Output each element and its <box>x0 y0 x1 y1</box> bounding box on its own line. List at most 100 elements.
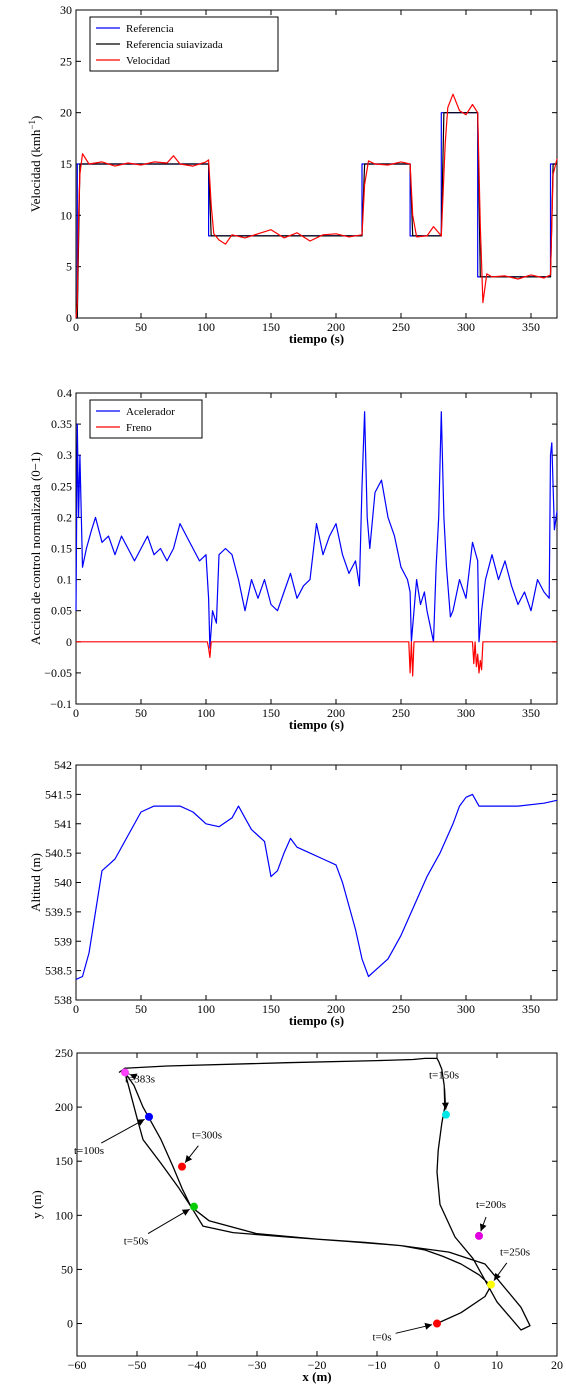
x-tick-label: 0 <box>73 320 79 334</box>
x-tick-label: 0 <box>434 1358 440 1372</box>
x-tick-label: −40 <box>188 1358 207 1372</box>
x-tick-label: 350 <box>522 706 540 720</box>
annotation-arrowhead <box>493 1272 501 1281</box>
control-action-plot: 0 50 100 150 200 250 300 350 −0.1 −0.05 0 0.05 0.1 0.… <box>28 386 558 732</box>
time-marker-label: t=100s <box>74 1145 104 1157</box>
time-marker-label: t=150s <box>429 1070 459 1082</box>
time-marker-label: t=300s <box>192 1130 222 1142</box>
y-tick-label: 540.5 <box>45 846 72 860</box>
time-marker <box>190 1202 198 1211</box>
annotation-arrow <box>101 1118 145 1144</box>
series-line <box>75 793 558 980</box>
x-tick-label: 300 <box>457 1002 475 1016</box>
x-tick-label: 0 <box>73 706 79 720</box>
time-marker-label: t=250s <box>500 1247 530 1259</box>
y-tick-label: 15 <box>60 157 72 171</box>
time-marker <box>178 1162 186 1171</box>
annotation-arrowhead <box>136 1119 145 1126</box>
y-tick-label: 538.5 <box>45 964 72 978</box>
x-tick-label: 100 <box>197 706 215 720</box>
x-tick-label: −50 <box>128 1358 147 1372</box>
x-tick-label: 20 <box>551 1358 563 1372</box>
x-axis-label: tiempo (s) <box>289 331 344 346</box>
x-axis-label: tiempo (s) <box>289 1013 344 1028</box>
legend-box <box>89 16 279 72</box>
x-tick-label: 200 <box>327 1002 345 1016</box>
annotation-arrowhead <box>185 1155 193 1163</box>
y-tick-label: 200 <box>55 1100 73 1114</box>
y-axis-label-superscript: −1 <box>27 120 37 130</box>
x-tick-label: 150 <box>262 1002 280 1016</box>
x-tick-label: 150 <box>262 706 280 720</box>
y-tick-label: 0.15 <box>51 542 72 556</box>
x-tick-label: 50 <box>135 706 147 720</box>
plot-frame <box>75 392 558 705</box>
time-marker <box>145 1112 153 1121</box>
y-tick-label: 539 <box>54 934 72 948</box>
legend-label: Acelerador <box>126 406 175 418</box>
legend-label: Referencia <box>126 23 174 35</box>
y-tick-label: 540 <box>54 876 72 890</box>
x-tick-label: 150 <box>262 320 280 334</box>
y-tick-label: 150 <box>55 1154 73 1168</box>
annotation-arrowhead <box>424 1322 433 1330</box>
x-tick-label: 350 <box>522 320 540 334</box>
annotation-arrowhead <box>129 1073 138 1081</box>
velocity-plot: 0 50 100 150 200 250 300 350 0 5 10 15 20 25 30 tiempo … <box>27 3 558 346</box>
x-tick-label: 100 <box>197 1002 215 1016</box>
x-tick-label: −10 <box>368 1358 387 1372</box>
time-marker-label: t=0s <box>372 1332 391 1344</box>
x-tick-label: 300 <box>457 320 475 334</box>
plot-frame <box>76 1052 558 1357</box>
y-axis-label-end: ) <box>28 116 43 120</box>
x-axis-label: x (m) <box>302 1369 331 1384</box>
series-line <box>118 1057 531 1331</box>
y-tick-label: −0.05 <box>44 666 72 680</box>
y-tick-label: 0 <box>66 635 72 649</box>
y-tick-label: 0.3 <box>57 448 72 462</box>
x-tick-label: 250 <box>392 706 410 720</box>
y-tick-label: 20 <box>60 106 72 120</box>
x-tick-label: 250 <box>392 320 410 334</box>
y-tick-label: 0.25 <box>51 479 72 493</box>
annotation-arrowhead <box>441 1102 449 1110</box>
time-marker-label: t=383s <box>125 1073 155 1085</box>
x-tick-label: 200 <box>327 706 345 720</box>
x-tick-label: −30 <box>248 1358 267 1372</box>
x-axis-label: tiempo (s) <box>289 717 344 732</box>
y-axis-label: Accion de control normalizada (0−1) <box>28 452 43 645</box>
series-line <box>75 93 558 319</box>
y-tick-label: 0.1 <box>57 573 72 587</box>
y-tick-label: 250 <box>55 1046 73 1060</box>
y-tick-label: 539.5 <box>45 905 72 919</box>
y-tick-label: −0.1 <box>50 697 72 711</box>
y-tick-label: 30 <box>60 3 72 17</box>
x-tick-label: 300 <box>457 706 475 720</box>
y-axis-label: y (m) <box>29 1190 44 1219</box>
x-tick-label: 200 <box>327 320 345 334</box>
series-line <box>75 411 558 649</box>
legend: Referencia Referencia suiavizada Velocidad <box>89 16 279 72</box>
x-tick-label: −20 <box>308 1358 327 1372</box>
time-marker-label: t=50s <box>124 1236 149 1248</box>
legend-label: Freno <box>126 422 152 434</box>
annotation-arrow <box>147 1208 190 1235</box>
x-tick-label: 50 <box>135 320 147 334</box>
annotation-arrowhead <box>181 1209 190 1216</box>
y-axis-label: Altitud (m) <box>28 853 43 912</box>
y-tick-label: 541 <box>54 817 72 831</box>
y-tick-label: 0.05 <box>51 604 72 618</box>
legend-box <box>89 399 203 439</box>
y-tick-label: 0 <box>66 311 72 325</box>
y-tick-label: 541.5 <box>45 787 72 801</box>
y-tick-label: 0 <box>67 1317 73 1331</box>
y-tick-label: 0.4 <box>57 386 72 400</box>
time-marker-label: t=200s <box>476 1199 506 1211</box>
x-tick-label: 100 <box>197 320 215 334</box>
y-tick-label: 25 <box>60 54 72 68</box>
x-tick-label: 50 <box>135 1002 147 1016</box>
legend: Acelerador Freno <box>89 399 203 439</box>
trajectory-plot: −60 −50 −40 −30 −20 −10 0 10 20050100150200250x … <box>29 1046 563 1384</box>
y-tick-label: 50 <box>61 1262 73 1276</box>
